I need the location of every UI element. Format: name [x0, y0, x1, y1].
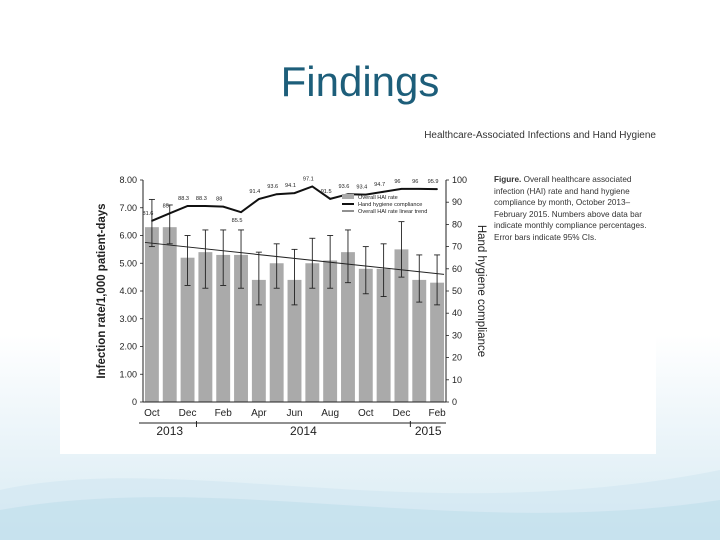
y2-tick-label: 10	[452, 375, 462, 385]
year-label: 2015	[415, 424, 442, 438]
y2-tick-label: 100	[452, 175, 467, 185]
compliance-point	[204, 205, 207, 207]
compliance-point	[364, 193, 367, 196]
y-tick-label: 6.00	[119, 231, 137, 241]
bar	[430, 282, 445, 402]
compliance-label: 93.6	[339, 184, 350, 190]
bar	[198, 252, 213, 402]
y2-tick-label: 40	[452, 308, 462, 318]
bar	[180, 257, 195, 402]
background-wave	[0, 470, 720, 540]
compliance-label: 94.1	[285, 183, 296, 189]
bar	[358, 268, 373, 402]
bar	[234, 254, 248, 402]
y-tick-label: 5.00	[119, 258, 137, 268]
compliance-label: 85	[163, 203, 169, 209]
compliance-point	[436, 188, 438, 190]
bar	[394, 249, 409, 402]
year-label: 2013	[156, 424, 183, 438]
x-tick-label: Feb	[215, 408, 233, 419]
y2-tick-label: 80	[452, 219, 462, 229]
y-tick-label: 8.00	[119, 175, 137, 185]
y2-axis-title: Hand hygiene compliance	[475, 225, 487, 357]
bar	[162, 227, 177, 402]
legend-swatch-bar	[342, 194, 354, 199]
year-label: 2014	[290, 424, 317, 438]
compliance-label: 91.4	[249, 189, 260, 195]
caption-label: Figure.	[494, 175, 522, 184]
compliance-label: 94.7	[374, 182, 385, 188]
compliance-point	[168, 212, 171, 215]
compliance-point	[311, 185, 314, 188]
bar	[287, 279, 302, 402]
y-tick-label: 3.00	[119, 314, 137, 324]
bar	[376, 268, 391, 402]
y2-tick-label: 60	[452, 264, 462, 274]
figure-caption: Figure. Overall healthcare associated in…	[494, 174, 654, 243]
y-tick-label: 0	[132, 397, 137, 407]
y2-tick-label: 0	[452, 397, 457, 407]
compliance-label: 93.4	[356, 185, 367, 191]
compliance-point	[151, 220, 153, 222]
trend-line	[144, 241, 445, 275]
y-tick-label: 4.00	[119, 286, 137, 296]
bar	[323, 260, 338, 402]
compliance-point	[258, 198, 260, 200]
chart-title: Healthcare-Associated Infections and Han…	[424, 130, 656, 141]
x-tick-label: Apr	[251, 408, 267, 419]
x-tick-label: Oct	[358, 408, 374, 419]
bar	[144, 227, 159, 402]
y-tick-label: 7.00	[119, 203, 137, 213]
slide-title: Findings	[280, 58, 440, 105]
compliance-point	[240, 211, 242, 213]
x-tick-label: Oct	[144, 408, 160, 419]
compliance-point	[275, 193, 278, 196]
legend-label: Overall HAI rate linear trend	[358, 209, 427, 215]
legend-label: Overall HAI rate	[358, 195, 398, 201]
y-axis-title: Infection rate/1,000 patient-days	[96, 203, 108, 378]
y-tick-label: 2.00	[119, 342, 137, 352]
chart: Healthcare-Associated Infections and Han…	[96, 130, 656, 438]
compliance-label: 97.1	[303, 176, 314, 182]
compliance-label: 88.3	[178, 196, 189, 202]
bar	[305, 263, 320, 402]
compliance-point	[382, 190, 385, 193]
compliance-point	[222, 205, 225, 208]
compliance-point	[418, 188, 421, 190]
compliance-label: 81.6	[142, 211, 153, 217]
y2-tick-label: 70	[452, 242, 462, 252]
compliance-label: 96	[394, 179, 400, 185]
x-tick-label: Feb	[428, 408, 446, 419]
compliance-label: 85.5	[232, 218, 243, 224]
x-tick-label: Aug	[321, 408, 339, 419]
legend-label: Hand hygiene compliance	[358, 202, 422, 208]
compliance-point	[400, 188, 403, 190]
caption-text: Overall healthcare associated infection …	[494, 175, 647, 242]
y2-tick-label: 30	[452, 330, 462, 340]
y2-tick-label: 50	[452, 286, 462, 296]
bar	[412, 279, 427, 402]
y2-tick-label: 90	[452, 197, 462, 207]
compliance-label: 88	[216, 197, 222, 203]
compliance-label: 96	[412, 179, 418, 185]
y2-tick-label: 20	[452, 353, 462, 363]
figure: Healthcare-Associated Infections and Han…	[60, 126, 656, 454]
compliance-label: 91.5	[321, 189, 332, 195]
compliance-point	[293, 192, 296, 194]
compliance-point	[329, 198, 331, 200]
bar	[269, 263, 284, 402]
x-tick-label: Jun	[286, 408, 302, 419]
bar	[251, 279, 266, 402]
y-tick-label: 1.00	[119, 369, 137, 379]
compliance-label: 95.9	[428, 179, 439, 185]
bar	[216, 254, 231, 402]
x-tick-label: Dec	[179, 408, 197, 419]
compliance-label: 88.3	[196, 196, 207, 202]
compliance-point	[186, 205, 189, 207]
compliance-label: 93.6	[267, 184, 278, 190]
x-tick-label: Dec	[393, 408, 411, 419]
bar	[341, 252, 355, 402]
